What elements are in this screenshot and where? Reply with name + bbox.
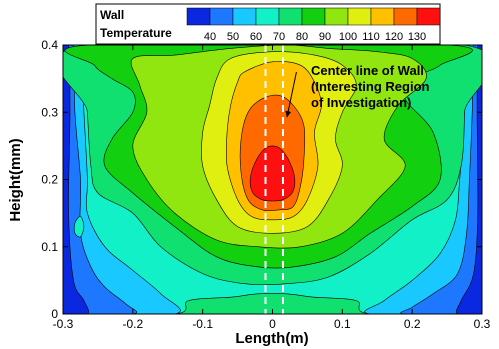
legend-title-line2: Temperature — [100, 26, 172, 40]
contour-region-14 — [73, 216, 85, 238]
x-tick-label: 0.1 — [334, 317, 351, 331]
legend-label-60: 60 — [250, 31, 262, 43]
annotation: Center line of Wall (Interesting Region … — [285, 63, 430, 118]
legend-swatch-8 — [370, 7, 395, 26]
y-tick-label: 0.1 — [41, 240, 58, 254]
x-axis-title: Length(m) — [235, 330, 308, 347]
x-axis-ticks: -0.3 -0.2 -0.1 0 0.1 0.2 0.3 — [53, 45, 491, 331]
annotation-line3: of Investigation) — [311, 95, 411, 110]
legend-swatch-4 — [278, 7, 303, 26]
legend-swatch-5 — [301, 7, 326, 26]
legend-swatch-1 — [209, 7, 234, 26]
legend-label-130: 130 — [408, 31, 426, 43]
x-tick-label: 0 — [269, 317, 276, 331]
contour-region-5 — [364, 45, 482, 314]
legend-label-70: 70 — [273, 31, 285, 43]
legend-swatch-10 — [416, 7, 441, 26]
contour-regions — [63, 45, 482, 314]
plot-area — [62, 44, 483, 315]
legend-label-110: 110 — [362, 31, 380, 43]
legend-swatch-0 — [186, 7, 211, 26]
y-tick-label: 0.3 — [41, 105, 58, 119]
legend-label-90: 90 — [319, 31, 331, 43]
y-axis-ticks: 0 0.1 0.2 0.3 0.4 — [41, 38, 482, 321]
legend-label-80: 80 — [296, 31, 308, 43]
x-tick-label: 0.3 — [474, 317, 491, 331]
annotation-line1: Center line of Wall — [311, 63, 424, 78]
legend-label-40: 40 — [204, 31, 216, 43]
legend-labels: 40 50 60 70 80 90 100 110 120 130 — [204, 31, 426, 43]
x-tick-label: -0.3 — [53, 317, 74, 331]
legend-swatch-6 — [324, 7, 349, 26]
y-tick-label: 0.4 — [41, 38, 58, 52]
y-tick-label: 0.2 — [41, 173, 58, 187]
annotation-line2: (Interesting Region — [311, 79, 430, 94]
legend-title-line1: Wall — [100, 8, 124, 22]
legend-swatch-3 — [255, 7, 280, 26]
x-tick-label: -0.2 — [122, 317, 143, 331]
x-tick-label: 0.2 — [404, 317, 421, 331]
contour-region-0 — [63, 45, 89, 314]
legend-swatch-2 — [232, 7, 257, 26]
legend-label-120: 120 — [385, 31, 403, 43]
y-axis-title: Height(mm) — [7, 138, 24, 221]
center-lines — [264, 45, 284, 314]
legend-swatches — [186, 7, 441, 26]
x-tick-label: -0.1 — [192, 317, 213, 331]
annotation-arrow — [286, 71, 297, 118]
annotation-arrowhead — [285, 110, 292, 118]
contour-region-4 — [63, 45, 181, 314]
contour-region-2 — [63, 45, 138, 314]
legend-swatch-9 — [393, 7, 418, 26]
legend-swatch-7 — [347, 7, 372, 26]
y-tick-label: 0 — [51, 307, 58, 321]
legend: Wall Temperature 40 50 60 70 80 90 100 110 120 13… — [95, 3, 441, 45]
legend-label-100: 100 — [339, 31, 357, 43]
legend-label-50: 50 — [227, 31, 239, 43]
